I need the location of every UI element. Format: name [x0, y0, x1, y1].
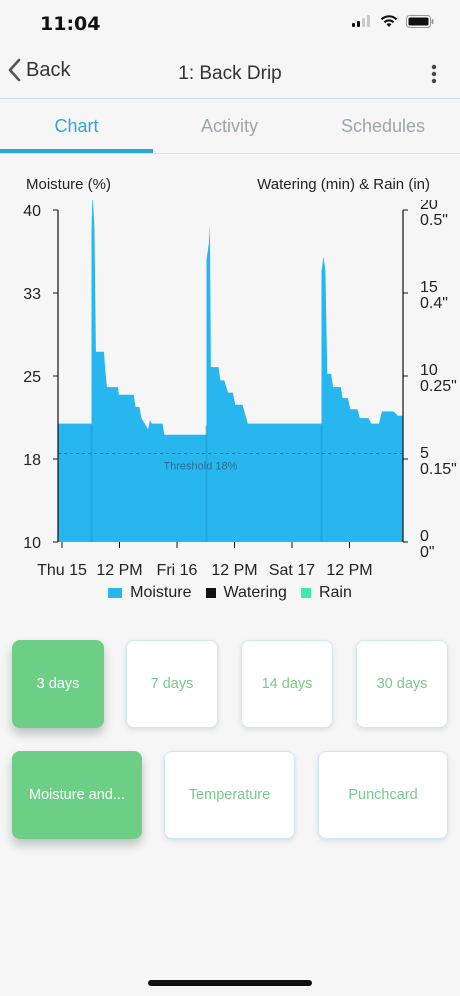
right-tick-minutes-0: 0	[420, 528, 429, 545]
left-tick-label-1: 18	[23, 452, 41, 469]
legend-swatch-watering	[205, 588, 216, 598]
legend-swatch-moisture	[108, 588, 123, 598]
status-icons	[352, 14, 434, 28]
x-tick-label-4: Sat 17	[269, 562, 315, 576]
back-button[interactable]: Back	[8, 58, 70, 82]
right-tick-rain-3: 0.4"	[420, 295, 448, 312]
range-14-days-button[interactable]: 14 days	[241, 640, 333, 728]
left-tick-label-4: 40	[23, 203, 41, 220]
x-tick-label-2: Fri 16	[157, 562, 198, 576]
wifi-icon	[380, 15, 398, 27]
page-title: 1: Back Drip	[178, 63, 282, 84]
left-tick-label-2: 25	[23, 369, 41, 386]
range-7-days-button[interactable]: 7 days	[126, 640, 218, 728]
moisture-area	[58, 200, 403, 542]
tab-chart[interactable]: Chart	[54, 116, 99, 136]
right-tick-rain-0: 0"	[420, 544, 435, 561]
punchcard-button[interactable]: Punchcard	[318, 751, 448, 839]
back-label: Back	[26, 58, 71, 81]
signal-icon	[352, 15, 370, 27]
legend-label-moisture: Moisture	[130, 584, 192, 601]
legend-swatch-rain	[300, 588, 311, 598]
moisture-and-watering-button[interactable]: Moisture and...	[12, 751, 142, 839]
right-tick-rain-2: 0.25"	[420, 378, 457, 395]
right-tick-minutes-3: 15	[420, 279, 438, 296]
home-indicator	[148, 980, 312, 986]
range-30-days-button[interactable]: 30 days	[356, 640, 448, 728]
active-tab-indicator	[0, 149, 153, 153]
tab-activity[interactable]: Activity	[200, 116, 258, 136]
right-tick-minutes-2: 10	[420, 362, 438, 379]
right-axis-title: Watering (min) & Rain (in)	[257, 176, 430, 193]
legend-label-watering: Watering	[223, 584, 287, 601]
chevron-left-icon	[8, 58, 21, 82]
legend-item-rain: Rain	[300, 584, 352, 602]
right-tick-minutes-4: 20	[420, 200, 438, 213]
status-time: 11:04	[40, 13, 101, 35]
battery-icon	[406, 14, 434, 28]
legend-item-watering: Watering	[205, 584, 287, 602]
threshold-label: Threshold 18%	[163, 460, 237, 472]
moisture-chart: Threshold 18%101825334000"50.15"100.25"1…	[23, 200, 457, 576]
legend-label-rain: Rain	[318, 584, 352, 601]
x-tick-label-5: 12 PM	[326, 562, 372, 576]
tab-schedules[interactable]: Schedules	[340, 116, 426, 136]
left-tick-label-0: 10	[23, 535, 41, 552]
x-tick-label-0: Thu 15	[37, 562, 87, 576]
legend-item-moisture: Moisture	[108, 584, 192, 602]
nav-bar: Back 1: Back Drip	[0, 50, 460, 99]
x-tick-label-3: 12 PM	[211, 562, 257, 576]
chart-legend: Moisture Watering Rain	[0, 584, 460, 602]
left-axis-title: Moisture (%)	[26, 176, 112, 193]
range-3-days-button[interactable]: 3 days	[12, 640, 104, 728]
left-tick-label-3: 33	[23, 286, 41, 303]
right-tick-minutes-1: 5	[420, 445, 429, 462]
more-vertical-icon[interactable]	[424, 62, 444, 86]
right-tick-rain-1: 0.15"	[420, 461, 457, 478]
temperature-button[interactable]: Temperature	[164, 751, 295, 839]
status-bar: 11:04	[0, 0, 460, 50]
tab-bar: Chart Activity Schedules	[0, 99, 460, 154]
x-tick-label-1: 12 PM	[96, 562, 142, 576]
right-tick-rain-4: 0.5"	[420, 212, 448, 229]
